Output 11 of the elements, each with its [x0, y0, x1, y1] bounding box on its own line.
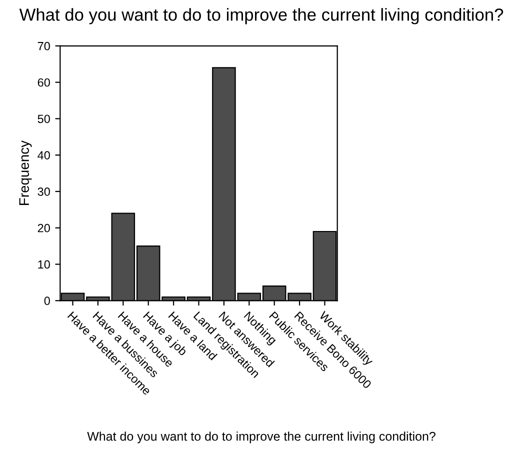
y-tick-label: 0 — [44, 296, 50, 306]
chart-title: What do you want to do to improve the current living condition? — [19, 8, 504, 24]
y-tick-label: 50 — [38, 114, 50, 124]
y-tick-label: 40 — [38, 151, 50, 160]
y-axis-title: Frequency — [19, 140, 32, 205]
y-tick-label: 10 — [38, 260, 50, 269]
y-tick-label: 30 — [38, 188, 50, 196]
y-tick-label: 20 — [38, 224, 50, 232]
y-tick-label: 60 — [38, 78, 50, 87]
x-axis-title: What do you want to do to improve the current living condition? — [87, 432, 436, 444]
y-tick-label: 70 — [38, 42, 50, 50]
